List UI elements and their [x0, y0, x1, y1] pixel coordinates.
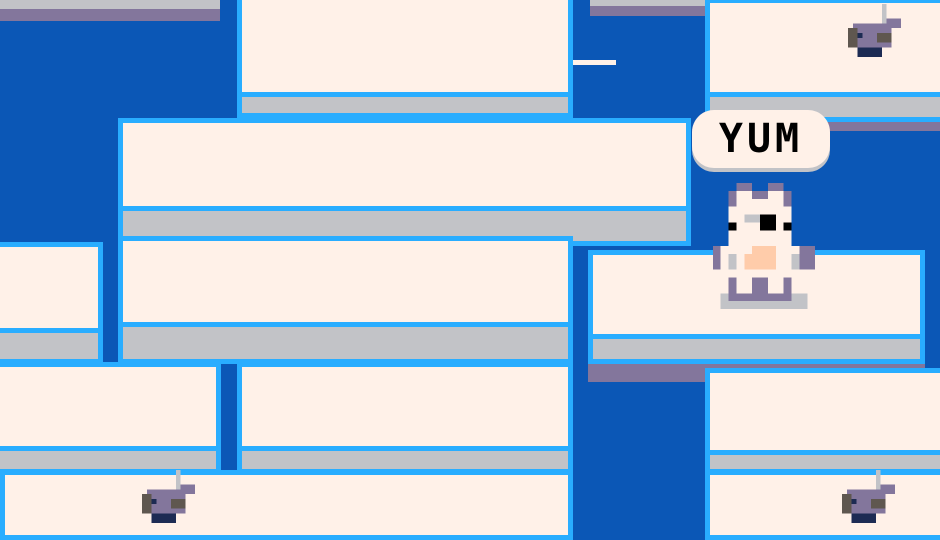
- ripple: [572, 60, 616, 65]
- cat-icon[interactable]: [712, 183, 816, 309]
- ice-block: [118, 236, 573, 364]
- fish-icon[interactable]: [136, 470, 206, 528]
- ice-shadow: [0, 0, 220, 9]
- ice-shadow: [0, 9, 220, 21]
- fish-icon[interactable]: [842, 4, 912, 62]
- ice-block: [0, 242, 103, 364]
- ice-block: [705, 368, 940, 474]
- ice-block: [118, 118, 691, 246]
- ice-shadow: [590, 0, 708, 6]
- ice-block: [237, 0, 573, 118]
- ice-block: [237, 362, 573, 474]
- speech-text: YUM: [718, 116, 804, 162]
- ice-block: [0, 362, 221, 474]
- ice-block: [0, 470, 573, 540]
- fish-icon[interactable]: [836, 470, 906, 528]
- ice-shadow: [590, 6, 708, 16]
- speech-bubble: YUM: [692, 110, 830, 168]
